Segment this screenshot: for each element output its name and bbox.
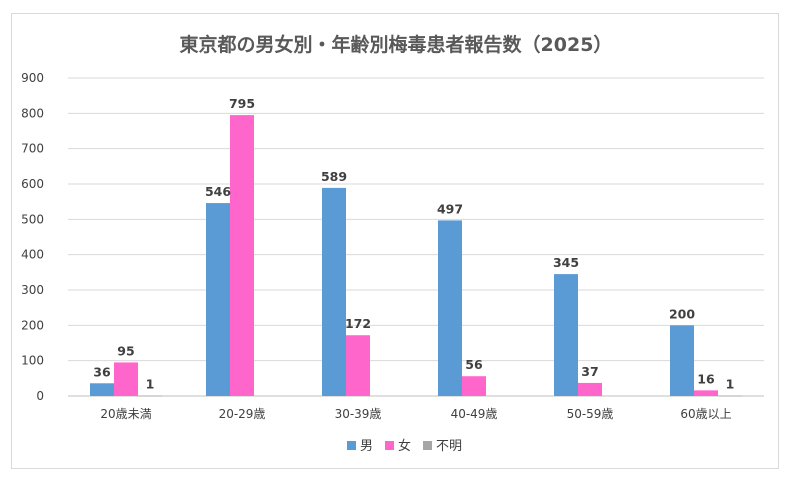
bars xyxy=(90,115,742,397)
bar xyxy=(438,220,462,396)
bar xyxy=(578,382,602,396)
data-label: 200 xyxy=(669,306,695,321)
gridlines xyxy=(68,77,764,397)
bar xyxy=(138,395,162,397)
x-tick-label: 60歳以上 xyxy=(680,407,731,421)
x-tick-label: 20-29歳 xyxy=(219,407,266,421)
bar xyxy=(462,376,486,396)
y-tick-label: 800 xyxy=(21,106,44,120)
chart-title: 東京都の男女別・年齢別梅毒患者報告数（2025） xyxy=(180,33,613,56)
legend-label: 女 xyxy=(398,438,411,454)
y-tick-label: 100 xyxy=(21,354,44,368)
data-label: 36 xyxy=(93,364,111,379)
x-tick-label: 50-59歳 xyxy=(567,407,614,421)
legend-swatch xyxy=(423,441,432,450)
data-label: 795 xyxy=(229,96,255,111)
y-tick-label: 700 xyxy=(21,142,44,156)
bar xyxy=(346,335,370,396)
data-labels: 36 95 1 546 795 589 172 497 56 345 37 200 16 1 xyxy=(93,96,734,392)
data-label: 56 xyxy=(465,357,483,372)
bar xyxy=(114,362,138,396)
bar xyxy=(718,395,742,397)
bar xyxy=(90,383,114,396)
data-label: 546 xyxy=(205,184,231,199)
data-label: 37 xyxy=(581,364,598,379)
data-label: 16 xyxy=(697,371,715,386)
data-label: 1 xyxy=(146,377,155,392)
data-label: 1 xyxy=(726,377,735,392)
y-tick-label: 200 xyxy=(21,318,44,332)
y-axis-ticks: 0 100 200 300 400 500 600 700 800 900 xyxy=(21,71,44,403)
data-label: 497 xyxy=(437,201,463,216)
x-tick-label: 30-39歳 xyxy=(335,407,382,421)
y-tick-label: 500 xyxy=(21,212,44,226)
x-tick-label: 20歳未満 xyxy=(100,407,151,421)
legend: 男 女 不明 xyxy=(347,438,462,454)
bar xyxy=(694,390,718,396)
bar xyxy=(670,325,694,396)
bar xyxy=(554,274,578,396)
x-axis-categories: 20歳未満 20-29歳 30-39歳 40-49歳 50-59歳 60歳以上 xyxy=(100,407,731,421)
bar xyxy=(230,115,254,396)
y-tick-label: 400 xyxy=(21,248,44,262)
legend-label: 不明 xyxy=(436,439,462,454)
legend-swatch xyxy=(347,441,356,450)
data-label: 345 xyxy=(553,255,579,270)
legend-label: 男 xyxy=(360,439,373,454)
bar xyxy=(206,203,230,396)
chart-frame: 東京都の男女別・年齢別梅毒患者報告数（2025） 0 100 200 300 400 50… xyxy=(11,13,779,469)
y-tick-label: 600 xyxy=(21,177,44,191)
data-label: 589 xyxy=(321,169,347,184)
y-tick-label: 300 xyxy=(21,283,44,297)
y-tick-label: 0 xyxy=(36,389,44,403)
y-tick-label: 900 xyxy=(21,71,44,85)
x-tick-label: 40-49歳 xyxy=(451,407,498,421)
data-label: 172 xyxy=(345,316,371,331)
legend-swatch xyxy=(385,441,394,450)
bar xyxy=(322,187,346,396)
data-label: 95 xyxy=(117,343,134,358)
bar-chart: 東京都の男女別・年齢別梅毒患者報告数（2025） 0 100 200 300 400 50… xyxy=(21,33,764,454)
